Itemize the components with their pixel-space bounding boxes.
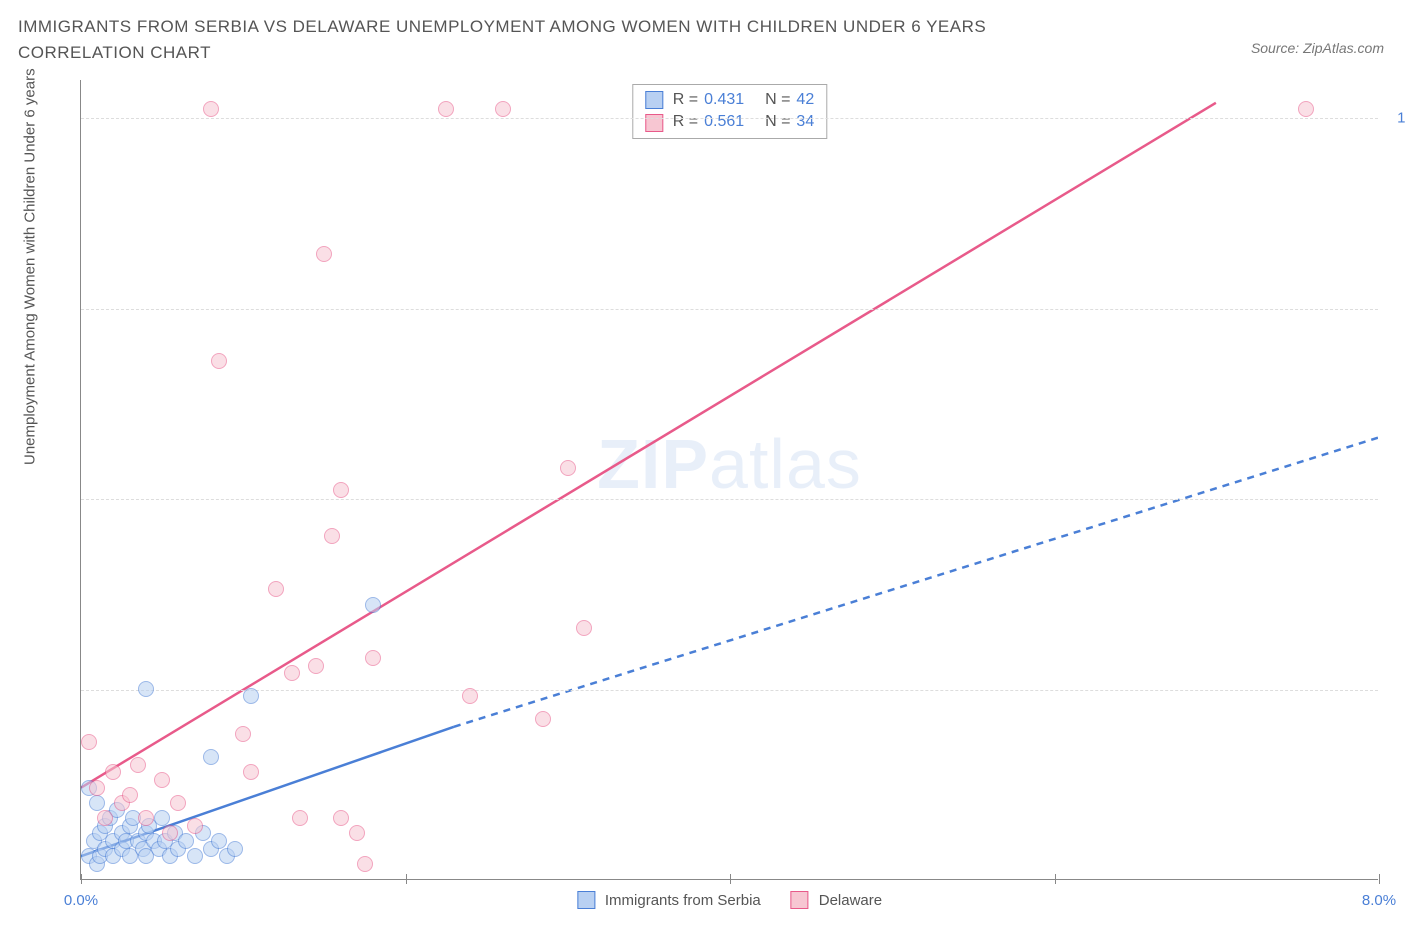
scatter-point [187,848,203,864]
scatter-point [333,810,349,826]
scatter-point [308,658,324,674]
y-axis-label: Unemployment Among Women with Children U… [22,68,39,465]
r-value: 0.561 [704,111,744,133]
scatter-point [170,795,186,811]
scatter-point [81,734,97,750]
scatter-point [365,597,381,613]
scatter-point [560,460,576,476]
scatter-point [211,353,227,369]
scatter-point [235,726,251,742]
scatter-point [154,772,170,788]
legend-item: Delaware [791,891,882,909]
scatter-point [268,581,284,597]
scatter-point [462,688,478,704]
scatter-point [203,101,219,117]
x-tick [1379,874,1380,884]
legend-label: Immigrants from Serbia [605,892,761,909]
x-tick [406,874,407,884]
scatter-point [178,833,194,849]
scatter-point [365,650,381,666]
scatter-point [1298,101,1314,117]
scatter-point [576,620,592,636]
scatter-point [495,101,511,117]
plot-area: ZIPatlas R = 0.431 N = 42 R = 0.561 N = … [80,80,1378,880]
swatch-series-1 [645,114,663,132]
n-label: N = [765,89,790,111]
gridline-h [81,690,1378,691]
stats-row: R = 0.561 N = 34 [645,111,814,133]
source-label: Source: ZipAtlas.com [1251,40,1384,56]
trend-lines-svg [81,80,1378,879]
y-tick-label: 100.0% [1397,110,1406,127]
scatter-point [535,711,551,727]
x-tick [81,874,82,884]
scatter-point [284,665,300,681]
gridline-h [81,309,1378,310]
scatter-point [89,780,105,796]
scatter-point [211,833,227,849]
scatter-point [162,825,178,841]
gridline-h [81,118,1378,119]
swatch-series-0 [645,91,663,109]
x-tick-label: 8.0% [1362,892,1396,909]
scatter-point [154,810,170,826]
legend-item: Immigrants from Serbia [577,891,761,909]
n-label: N = [765,111,790,133]
r-label: R = [673,89,698,111]
scatter-point [203,749,219,765]
scatter-point [97,810,113,826]
gridline-h [81,499,1378,500]
swatch-legend-0 [577,891,595,909]
watermark-bold: ZIP [597,425,709,503]
r-value: 0.431 [704,89,744,111]
scatter-point [243,764,259,780]
scatter-point [333,482,349,498]
scatter-point [357,856,373,872]
n-value: 42 [796,89,814,111]
n-value: 34 [796,111,814,133]
scatter-point [130,757,146,773]
scatter-point [349,825,365,841]
legend-label: Delaware [819,892,882,909]
scatter-point [227,841,243,857]
scatter-point [292,810,308,826]
scatter-point [324,528,340,544]
scatter-point [316,246,332,262]
series-legend: Immigrants from Serbia Delaware [577,891,882,909]
scatter-point [122,787,138,803]
watermark-light: atlas [709,425,862,503]
scatter-point [187,818,203,834]
stats-legend: R = 0.431 N = 42 R = 0.561 N = 34 [632,84,827,139]
swatch-legend-1 [791,891,809,909]
scatter-point [243,688,259,704]
scatter-point [438,101,454,117]
r-label: R = [673,111,698,133]
scatter-point [138,810,154,826]
scatter-point [89,795,105,811]
stats-row: R = 0.431 N = 42 [645,89,814,111]
x-tick-label: 0.0% [64,892,98,909]
x-tick [1055,874,1056,884]
x-tick [730,874,731,884]
scatter-point [105,764,121,780]
chart-title: IMMIGRANTS FROM SERBIA VS DELAWARE UNEMP… [18,14,1118,65]
scatter-point [138,681,154,697]
watermark: ZIPatlas [597,424,862,504]
